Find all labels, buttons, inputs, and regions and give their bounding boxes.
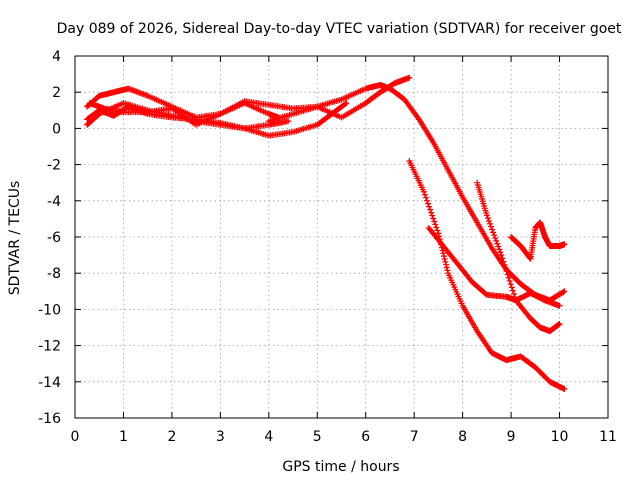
data-point-marker [496, 246, 503, 253]
series-track-8 [474, 179, 563, 335]
data-point-marker [423, 197, 430, 204]
data-point-marker [506, 277, 513, 284]
data-point-marker [434, 227, 441, 234]
data-point-marker [556, 320, 563, 327]
data-point-marker [431, 218, 438, 225]
x-axis-title: GPS time / hours [282, 459, 399, 475]
data-point-marker [502, 265, 509, 272]
y-tick-label: -12 [38, 339, 61, 355]
data-point-marker [501, 261, 508, 268]
series-line [408, 160, 565, 390]
data-point-marker [507, 281, 514, 288]
chart-title: Day 089 of 2026, Sidereal Day-to-day VTE… [57, 21, 622, 37]
y-tick-label: 2 [52, 85, 61, 101]
x-tick-label: 2 [167, 429, 176, 445]
x-tick-label: 5 [313, 429, 322, 445]
data-point-marker [440, 253, 447, 260]
data-point-marker [495, 243, 502, 250]
x-tick-label: 0 [71, 429, 80, 445]
data-point-marker [491, 232, 498, 239]
data-point-marker [430, 215, 437, 222]
series-track-5 [265, 74, 413, 125]
data-point-marker [483, 212, 490, 219]
y-tick-label: 4 [52, 49, 61, 65]
data-point-marker [498, 252, 505, 259]
data-point-marker [443, 264, 450, 271]
data-point-marker [490, 229, 497, 236]
data-point-marker [426, 203, 433, 210]
data-point-marker [492, 235, 499, 242]
data-point-marker [526, 254, 533, 261]
data-point-marker [561, 288, 568, 295]
data-point-marker [499, 255, 506, 262]
x-tick-label: 9 [507, 429, 516, 445]
data-point-marker [427, 206, 434, 213]
data-point-marker [486, 220, 493, 227]
y-tick-label: 0 [52, 121, 61, 137]
x-tick-label: 4 [264, 429, 273, 445]
data-point-marker [493, 237, 500, 244]
data-point-marker [504, 271, 511, 278]
y-tick-label: -8 [47, 266, 61, 282]
data-point-marker [561, 386, 568, 393]
data-point-marker [429, 212, 436, 219]
data-point-marker [441, 255, 448, 262]
x-tick-label: 7 [410, 429, 419, 445]
data-point-marker [509, 287, 516, 294]
x-tick-label: 11 [599, 429, 617, 445]
data-point-marker [511, 294, 518, 301]
x-tick-label: 3 [216, 429, 225, 445]
x-tick-label: 1 [119, 429, 128, 445]
data-point-marker [425, 200, 432, 207]
data-point-marker [420, 188, 427, 195]
y-tick-label: -2 [47, 158, 61, 174]
data-point-marker [510, 290, 517, 297]
data-point-marker [343, 100, 350, 107]
tick-labels: 0 1 2 3 4 5 6 7 8 9 10 11 4 2 0 -2 -4 -6 -8 -10 -12 -14 -16 [38, 49, 617, 445]
data-point-marker [561, 241, 568, 248]
y-tick-label: -16 [38, 411, 61, 427]
data-point-marker [500, 258, 507, 265]
y-tick-label: -14 [38, 375, 61, 391]
series-track-4 [86, 100, 282, 128]
data-point-marker [442, 258, 449, 265]
data-point-marker [433, 224, 440, 231]
plot-frame [74, 55, 609, 419]
series-track-6 [406, 157, 568, 393]
series-track-7 [425, 224, 563, 309]
y-tick-label: -6 [47, 230, 61, 246]
data-point-marker [503, 268, 510, 275]
data-point-marker [285, 118, 292, 125]
x-tick-label: 8 [458, 429, 467, 445]
data-point-marker [421, 191, 428, 198]
y-tick-label: -10 [38, 302, 61, 318]
data-point-marker [494, 240, 501, 247]
data-point-marker [485, 217, 492, 224]
data-point-marker [443, 261, 450, 268]
data-point-marker [497, 249, 504, 256]
series-line [476, 182, 560, 332]
series-track-9 [508, 219, 568, 262]
data-point-marker [444, 267, 451, 274]
x-tick-label: 10 [551, 429, 569, 445]
data-point-marker [505, 274, 512, 281]
data-point-marker [406, 74, 413, 81]
data-point-marker [560, 288, 567, 295]
data-point-marker [435, 230, 442, 237]
x-tick-label: 6 [361, 429, 370, 445]
data-series [84, 74, 568, 393]
data-point-marker [440, 250, 447, 257]
data-point-marker [432, 221, 439, 228]
data-point-marker [488, 223, 495, 230]
y-axis-title: SDTVAR / TECUs [7, 181, 23, 296]
data-point-marker [489, 226, 496, 233]
data-point-marker [428, 209, 435, 216]
data-point-marker [422, 194, 429, 201]
data-point-marker [508, 284, 515, 291]
data-point-marker [484, 215, 491, 222]
data-point-marker [556, 302, 563, 309]
y-tick-label: -4 [47, 194, 61, 210]
data-point-marker [342, 100, 349, 107]
